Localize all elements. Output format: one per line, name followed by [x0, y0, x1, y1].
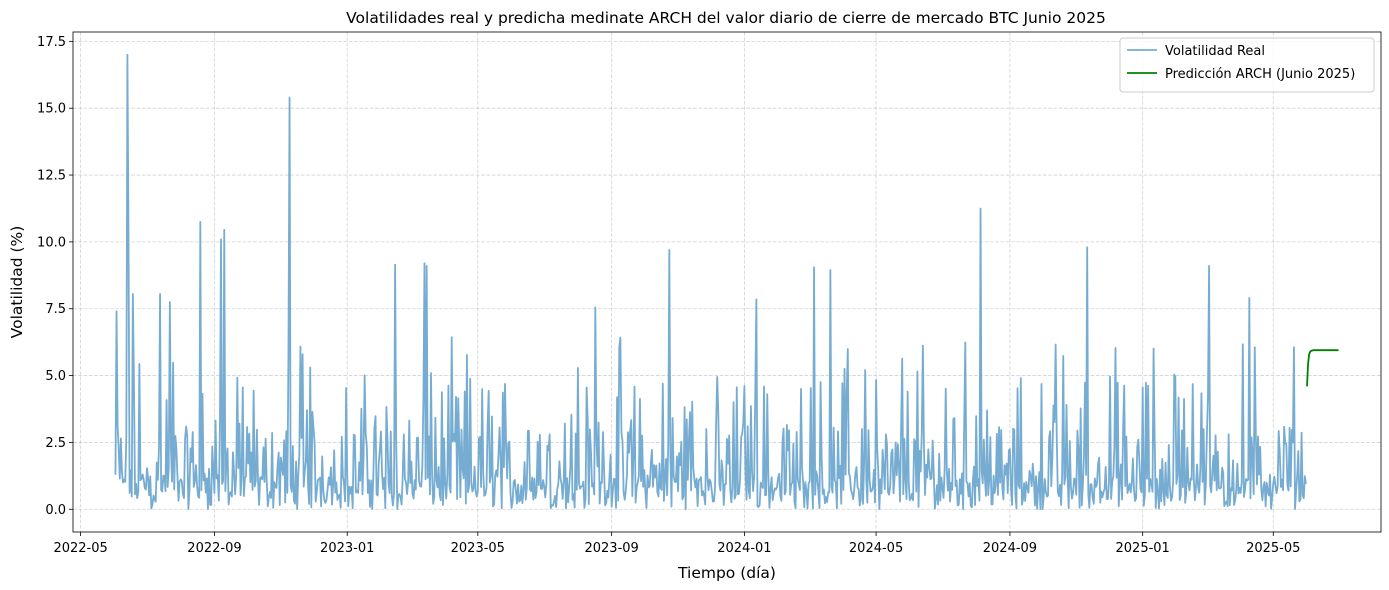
y-tick-label: 15.0 — [37, 102, 66, 117]
series-line-volatilidad-real — [114, 53, 1307, 511]
x-tick-label: 2025-05 — [1246, 541, 1300, 556]
legend-box — [1119, 37, 1375, 93]
chart-title: Volatilidades real y predicha medinate A… — [346, 9, 1106, 27]
x-tick-label: 2023-09 — [584, 541, 638, 556]
y-axis-label: Volatilidad (%) — [8, 226, 26, 339]
y-tick-label: 7.5 — [45, 302, 66, 317]
y-tick-label: 17.5 — [37, 35, 66, 50]
x-tick-label: 2024-05 — [849, 541, 903, 556]
series-line-prediccion-arch — [1306, 349, 1339, 387]
y-tick-label: 0.0 — [45, 503, 66, 518]
legend-label-real: Volatilidad Real — [1165, 44, 1265, 59]
x-tick-label: 2023-01 — [320, 541, 374, 556]
legend: Volatilidad Real Predicción ARCH (Junio … — [1119, 37, 1375, 93]
x-tick-label: 2022-09 — [187, 541, 241, 556]
x-tick-label: 2023-05 — [451, 541, 505, 556]
plot-frame — [72, 31, 1382, 533]
x-tick-label: 2024-01 — [717, 541, 771, 556]
x-tick-label: 2025-01 — [1116, 541, 1170, 556]
x-tick-label: 2022-05 — [53, 541, 107, 556]
y-tick-label: 2.5 — [45, 436, 66, 451]
y-tick-label: 12.5 — [37, 169, 66, 184]
x-tick-label: 2024-09 — [983, 541, 1037, 556]
y-tick-label: 5.0 — [45, 369, 66, 384]
tick-layer: 0.0 2.5 5.0 7.5 10.0 12.5 15.0 17.5 2022-05 2022-… — [37, 35, 1300, 556]
legend-label-arch: Predicción ARCH (Junio 2025) — [1165, 67, 1355, 82]
series-layer — [114, 53, 1339, 511]
x-axis-label: Tiempo (día) — [677, 564, 776, 582]
y-tick-label: 10.0 — [37, 235, 66, 250]
